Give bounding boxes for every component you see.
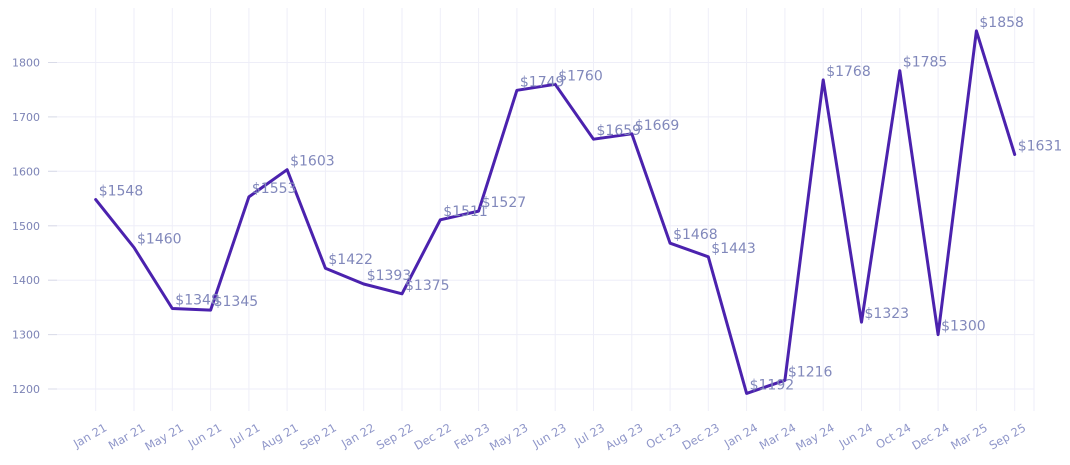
x-tick-label: Mar 21 [106,420,148,452]
x-tick-label: Jun 23 [529,420,568,451]
point-label: $1760 [558,68,603,84]
x-tick-label: Aug 21 [258,420,300,452]
point-label: $1631 [1018,139,1063,155]
x-tick-label: Jan 22 [338,420,377,451]
point-label: $1300 [941,319,986,335]
point-label: $1422 [328,252,373,268]
y-tick-label: 1400 [12,274,40,287]
y-tick-label: 1500 [12,220,40,233]
x-tick-label: Oct 23 [644,420,684,451]
point-label: $1548 [99,184,144,200]
point-label: $1468 [673,227,718,243]
x-tick-label: May 23 [487,420,530,453]
point-label: $1527 [482,195,527,211]
point-label: $1375 [405,278,450,294]
x-tick-label: Mar 24 [757,420,799,452]
x-tick-label: Sep 22 [374,420,416,452]
point-label: $1858 [979,15,1024,31]
x-tick-label: Jul 23 [571,420,607,449]
point-label: $1669 [635,118,680,134]
point-label: $1768 [826,64,871,80]
point-label: $1603 [290,154,335,170]
x-tick-label: Mar 25 [948,420,990,452]
x-tick-label: Dec 24 [909,420,951,452]
point-label: $1323 [865,306,910,322]
x-tick-label: Sep 21 [297,420,339,452]
price-line [94,29,1017,395]
y-tick-label: 1200 [12,383,40,396]
point-label: $1511 [443,204,488,220]
x-tick-label: Jul 21 [227,420,263,449]
point-label: $1460 [137,232,182,248]
point-label: $1443 [711,241,756,257]
point-label: $1659 [597,123,642,139]
point-label: $1749 [520,74,565,90]
x-tick-label: Jun 21 [185,420,224,451]
x-tick-label: Oct 24 [873,420,913,451]
x-tick-label: Jan 21 [70,420,109,451]
y-tick-label: 1800 [12,57,40,70]
point-label: $1192 [750,377,795,393]
point-label: $1393 [367,268,412,284]
x-tick-label: Dec 23 [680,420,722,452]
point-label: $1348 [175,293,220,309]
x-tick-label: Aug 23 [603,420,645,452]
x-tick-label: Dec 22 [412,420,454,452]
x-tick-label: May 24 [793,420,836,453]
y-tick-label: 1600 [12,165,40,178]
point-label: $1785 [903,55,948,71]
point-label: $1553 [252,181,297,197]
x-tick-label: Jun 24 [836,420,875,451]
y-tick-label: 1700 [12,111,40,124]
y-tick-label: 1300 [12,329,40,342]
x-tick-label: Sep 25 [987,420,1029,452]
point-label: $1216 [788,364,833,380]
x-tick-label: Jan 24 [721,420,760,451]
x-tick-label: May 21 [142,420,185,453]
point-label: $1345 [214,294,259,310]
x-tick-label: Feb 23 [452,420,492,451]
